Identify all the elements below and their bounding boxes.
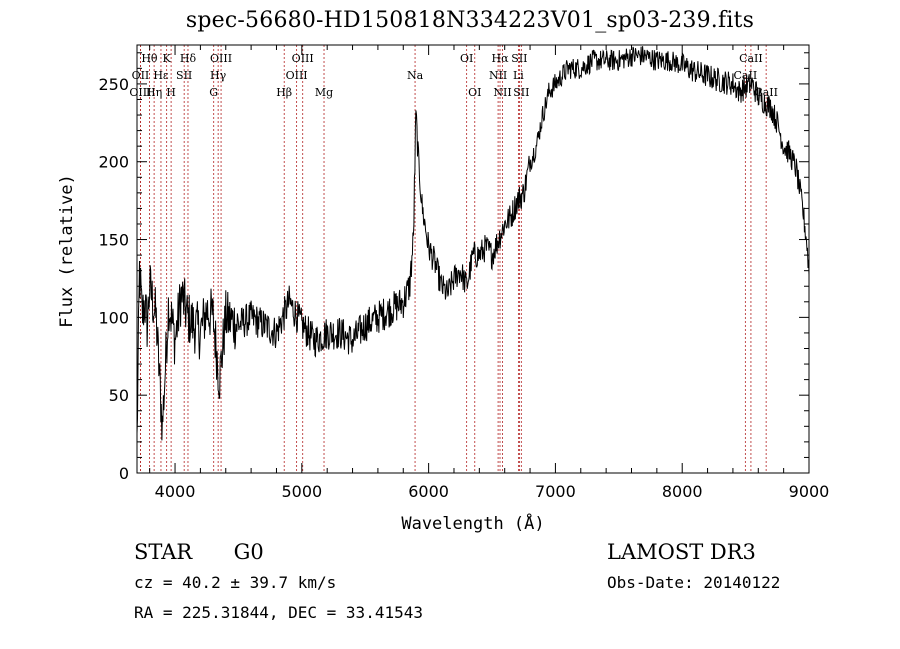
- line-marker-label: CaII: [739, 52, 763, 65]
- line-marker-label: Li: [513, 69, 524, 82]
- line-marker-label: OIII: [286, 69, 308, 82]
- line-marker-label: Hδ: [180, 52, 197, 65]
- line-marker-label: NII: [489, 69, 507, 82]
- line-marker-label: NII: [493, 86, 511, 99]
- line-marker-label: Mg: [315, 86, 333, 99]
- line-marker-label: H: [166, 86, 176, 99]
- x-tick-label: 6000: [408, 482, 449, 501]
- line-marker-label: Hε: [153, 69, 169, 82]
- x-tick-label: 8000: [662, 482, 703, 501]
- y-tick-label: 0: [119, 464, 129, 483]
- line-marker-label: G: [209, 86, 218, 99]
- x-tick-label: 7000: [535, 482, 576, 501]
- line-marker-label: SII: [511, 52, 527, 65]
- spectrum-line: [136, 46, 810, 441]
- plot-frame: [136, 44, 810, 474]
- y-tick-label: 200: [98, 153, 129, 172]
- line-markers: [140, 45, 767, 473]
- star-class-line: STAR G0: [134, 540, 264, 564]
- line-marker-label: Hα: [491, 52, 509, 65]
- line-marker-label: OI: [468, 86, 481, 99]
- y-tick-label: 250: [98, 75, 129, 94]
- line-marker-label: OIII: [292, 52, 314, 65]
- line-marker-label: OII: [132, 69, 150, 82]
- line-marker-label: Hγ: [210, 69, 227, 82]
- line-marker-label: CaII: [734, 69, 758, 82]
- observation-date: Obs-Date: 20140122: [607, 573, 781, 592]
- line-marker-label: OIII: [210, 52, 232, 65]
- x-axis-ticks: 4000 5000 6000 7000 8000 9000: [149, 45, 830, 501]
- line-marker-label: Na: [407, 69, 424, 82]
- line-marker-label: Hβ: [276, 86, 292, 99]
- x-axis-label: Wavelength (Å): [401, 512, 544, 534]
- y-tick-label: 50: [109, 386, 129, 405]
- object-subclass: G0: [233, 540, 264, 564]
- x-tick-label: 9000: [789, 482, 830, 501]
- line-marker-label: Hθ: [141, 52, 158, 65]
- y-tick-label: 150: [98, 231, 129, 250]
- y-tick-label: 100: [98, 308, 129, 327]
- chart-title: spec-56680-HD150818N334223V01_sp03-239.f…: [185, 8, 755, 33]
- x-tick-label: 5000: [281, 482, 322, 501]
- line-marker-label: SII: [513, 86, 529, 99]
- survey-name: LAMOST DR3: [607, 540, 756, 564]
- x-tick-label: 4000: [155, 482, 196, 501]
- y-axis-ticks: 0 50 100 150 200 250: [98, 52, 809, 483]
- line-marker-label: SII: [176, 69, 192, 82]
- object-class: STAR: [134, 540, 193, 564]
- coordinates-text: RA = 225.31844, DEC = 33.41543: [134, 603, 423, 622]
- line-marker-label: OI: [460, 52, 473, 65]
- line-marker-label: OIII: [129, 86, 151, 99]
- line-marker-label: K: [163, 52, 172, 65]
- line-marker-labels: Hθ OII OIII K Hε Hη H Hδ SII OIII Hγ G OIII OIII Hβ Mg N…: [129, 52, 778, 99]
- line-marker-label: Hη: [146, 86, 162, 99]
- redshift-text: cz = 40.2 ± 39.7 km/s: [134, 573, 337, 592]
- y-axis-label: Flux (relative): [57, 174, 77, 328]
